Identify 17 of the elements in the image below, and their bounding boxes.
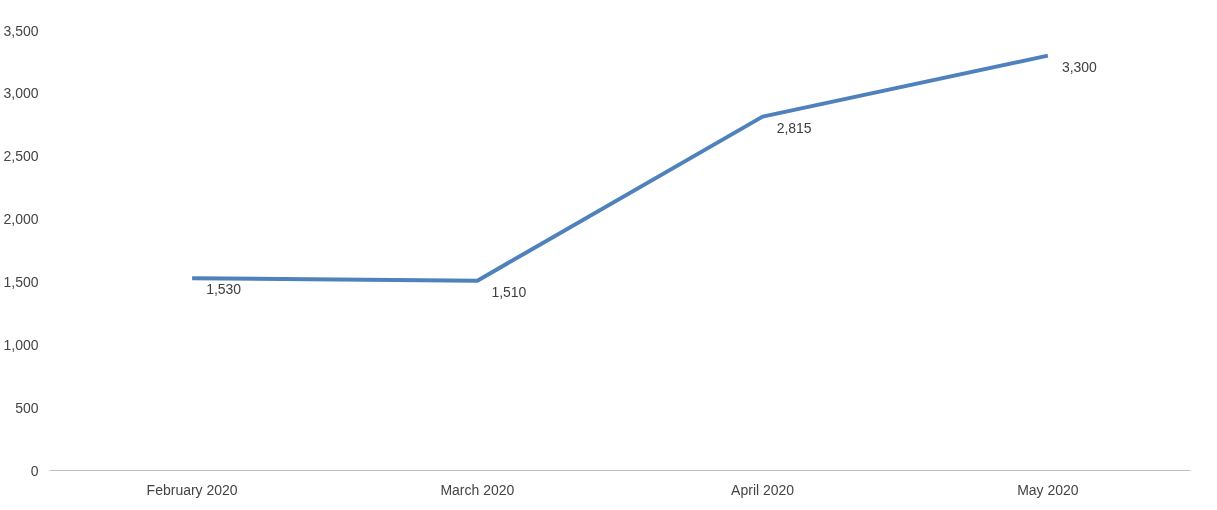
y-tick-label: 1,000 — [3, 336, 39, 353]
y-tick-label: 2,000 — [3, 211, 39, 228]
data-label: 1,530 — [206, 281, 242, 298]
x-tick-label: April 2020 — [731, 481, 795, 498]
data-label: 3,300 — [1061, 58, 1098, 75]
y-tick-label: 2,500 — [3, 148, 39, 165]
x-tick-label: May 2020 — [1017, 481, 1079, 498]
y-tick-label: 1,500 — [3, 273, 39, 290]
x-tick-label: February 2020 — [146, 481, 238, 498]
x-tick-label: March 2020 — [440, 481, 515, 498]
y-tick-label: 3,500 — [3, 22, 39, 39]
y-tick-label: 0 — [30, 462, 39, 479]
data-label: 2,815 — [776, 119, 812, 136]
line-series — [190, 53, 1050, 283]
data-label: 1,510 — [491, 283, 527, 300]
y-tick-label: 3,000 — [3, 85, 39, 102]
y-tick-label: 500 — [15, 399, 39, 416]
